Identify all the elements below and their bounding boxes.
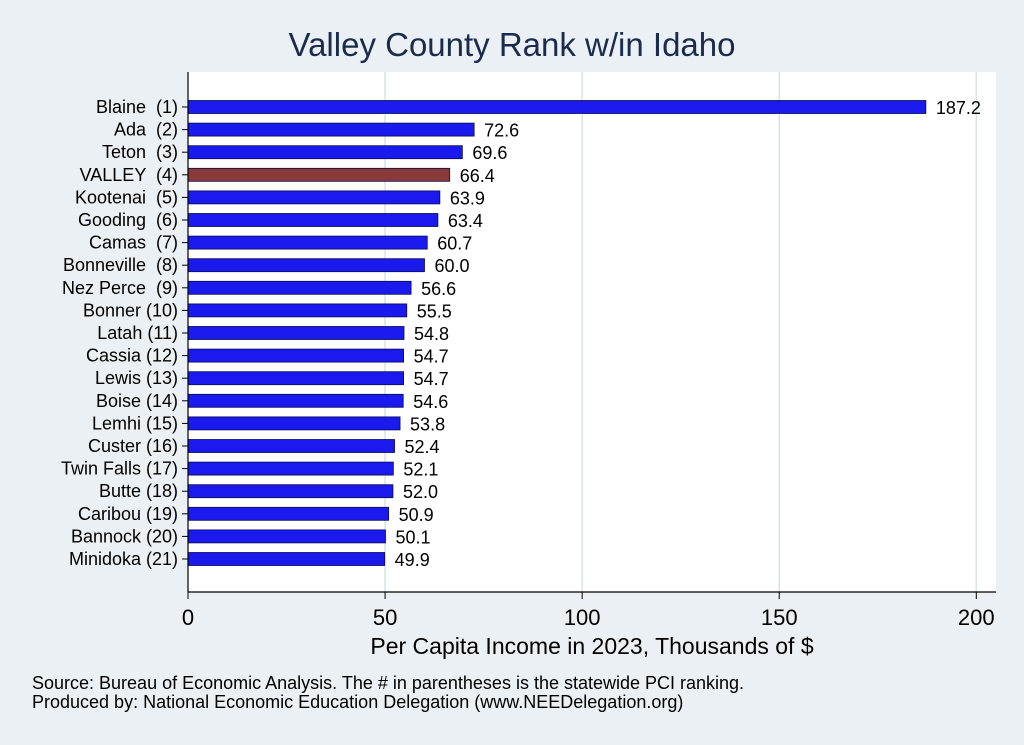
bar: [187, 506, 390, 521]
bar: [187, 529, 386, 544]
value-label: 52.1: [403, 460, 438, 480]
category-label: Custer (16): [88, 436, 178, 456]
category-label: Latah (11): [97, 323, 178, 343]
category-label: Teton (3): [102, 142, 178, 162]
bar: [187, 439, 395, 453]
bars: 187.2 72.669.6 66.463.9 63.4 60.760.0 56.655.…: [187, 98, 981, 570]
bar: [187, 258, 425, 273]
x-axis-label: Per Capita Income in 2023, Thousands of …: [370, 633, 814, 659]
value-label: 60.7: [437, 234, 472, 254]
value-label: 54.7: [414, 369, 449, 389]
x-tick-label: 200: [958, 605, 995, 630]
bar: [187, 190, 441, 205]
category-label: VALLEY (4): [80, 165, 178, 185]
bar: [187, 326, 405, 340]
value-label: 60.0: [434, 256, 469, 276]
category-label: Bonner (10): [83, 300, 178, 320]
bar: [187, 280, 412, 295]
x-tick-label: 50: [373, 605, 397, 630]
value-label: 69.6: [472, 143, 507, 163]
bar: [187, 303, 408, 318]
category-label: Gooding (6): [78, 210, 178, 230]
value-label: 63.4: [448, 211, 483, 231]
category-label: Ada (2): [114, 120, 178, 140]
category-label: Camas (7): [89, 233, 178, 253]
value-label: 50.1: [395, 527, 430, 547]
category-label: Kootenai (5): [75, 187, 178, 207]
value-label: 52.4: [405, 437, 440, 457]
bar: [187, 393, 404, 408]
category-label: Butte (18): [99, 481, 178, 501]
category-label: Caribou (19): [78, 504, 178, 524]
category-label: Lemhi (15): [92, 413, 178, 433]
value-label: 54.8: [414, 324, 449, 344]
category-label: Blaine (1): [96, 97, 178, 117]
value-label: 49.9: [395, 550, 430, 570]
value-label: 66.4: [460, 166, 495, 186]
x-tick-label: 100: [564, 605, 601, 630]
category-label: Bannock (20): [71, 526, 178, 546]
bar: [187, 167, 451, 182]
value-label: 55.5: [417, 301, 452, 321]
chart-title: Valley County Rank w/in Idaho: [288, 26, 736, 63]
category-label: Cassia (12): [86, 346, 178, 366]
bar: [187, 145, 463, 160]
bar: [187, 235, 428, 250]
bar: [187, 371, 404, 386]
category-label: Nez Perce (9): [62, 278, 178, 298]
value-label: 63.9: [450, 188, 485, 208]
value-label: 56.6: [421, 279, 456, 299]
x-tick-label: 150: [761, 605, 798, 630]
value-label: 72.6: [484, 121, 519, 141]
bar: [187, 100, 927, 114]
bar: [187, 416, 401, 431]
source-note: Source: Bureau of Economic Analysis. The…: [32, 673, 745, 693]
x-tick-label: 0: [182, 605, 194, 630]
value-label: 54.6: [413, 392, 448, 412]
category-label: Twin Falls (17): [61, 459, 178, 479]
value-label: 54.7: [414, 347, 449, 367]
bar: [187, 122, 475, 137]
bar: [187, 552, 386, 566]
value-label: 50.9: [399, 505, 434, 525]
value-label: 52.0: [403, 482, 438, 502]
bar: [187, 484, 394, 499]
bar: [187, 461, 394, 476]
category-label: Lewis (13): [95, 368, 178, 388]
bar: [187, 348, 404, 363]
producer-note: Produced by: National Economic Education…: [32, 692, 684, 712]
category-label: Bonneville (8): [63, 255, 178, 275]
axes: 0 50 100 150 200 Blaine (1) Ada (2)Teton (3) VA…: [61, 72, 996, 630]
value-label: 53.8: [410, 414, 445, 434]
bar: [187, 213, 439, 227]
category-label: Boise (14): [96, 391, 178, 411]
category-label: Minidoka (21): [69, 549, 178, 569]
value-label: 187.2: [936, 98, 981, 118]
